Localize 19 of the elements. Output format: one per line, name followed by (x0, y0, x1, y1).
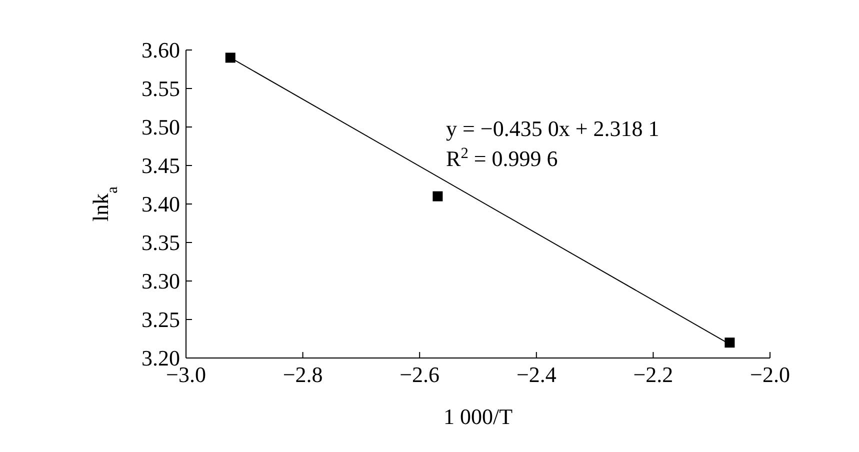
y-tick-label: 3.50 (142, 114, 180, 140)
point (432, 191, 443, 202)
x-axis-title: 1 000/T (443, 404, 514, 429)
y-tick-label: 3.30 (142, 268, 180, 294)
y-tick-label: 3.60 (142, 38, 180, 63)
y-tick-label: 3.25 (142, 307, 180, 332)
point (225, 52, 236, 63)
x-tick-label: −2.8 (282, 362, 323, 387)
x-tick-label: −2.6 (400, 362, 440, 387)
annotation: y = −0.435 0x + 2.318 1 (446, 116, 660, 141)
x-tick-label: −2.0 (750, 362, 790, 387)
x-tick-label: −2.2 (633, 362, 674, 387)
x-tick-label: −2.4 (516, 362, 556, 387)
annotation: R$^{2}$ = 0.999 6 (446, 144, 558, 171)
y-tick-label: 3.40 (142, 192, 180, 217)
point (724, 338, 735, 348)
y-tick-label: 3.55 (142, 76, 180, 102)
y-tick-label: 3.45 (142, 153, 180, 178)
y-tick-label: 3.35 (142, 230, 180, 256)
